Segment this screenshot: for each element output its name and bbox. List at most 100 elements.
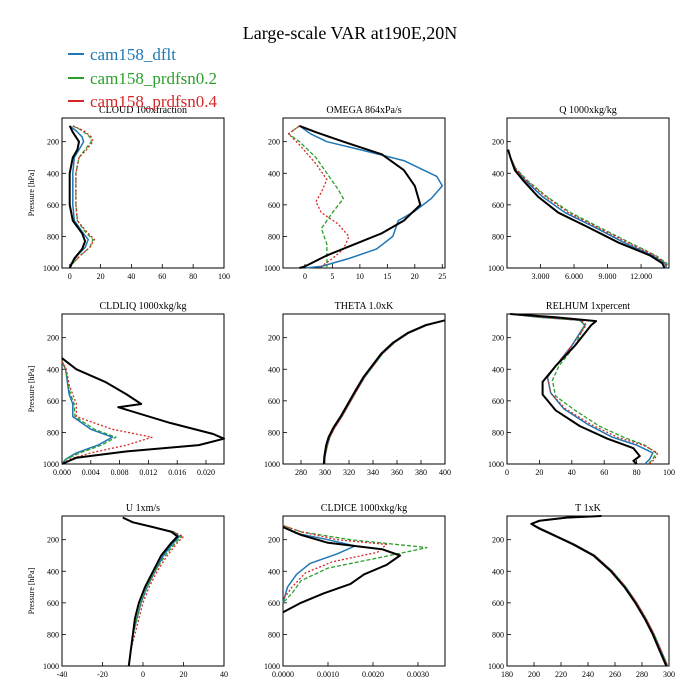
panel-title: U 1xm/s [126, 503, 160, 514]
y-tick-label: 400 [492, 365, 504, 374]
series-line-p02 [287, 125, 345, 268]
y-axis-label: Pressure [hPa] [27, 169, 36, 216]
y-tick-label: 200 [492, 138, 504, 147]
x-tick-label: 0 [141, 670, 145, 679]
x-tick-label: 20 [535, 468, 543, 477]
y-tick-label: 600 [492, 201, 504, 210]
y-tick-label: 400 [268, 365, 280, 374]
panel-title: THETA 1.0xK [335, 301, 394, 312]
x-tick-label: 12.000 [630, 272, 652, 281]
plot-frame [506, 117, 670, 269]
x-tick-label: 80 [633, 468, 641, 477]
series-line-black [68, 125, 87, 269]
x-tick-label: 20 [180, 670, 188, 679]
panel-title: CLDICE 1000xkg/kg [321, 503, 407, 514]
series-line-black [322, 319, 446, 465]
series-line-dflt [282, 526, 356, 604]
series-line-p04 [507, 149, 668, 269]
y-tick-label: 800 [47, 630, 59, 639]
x-tick-label: 220 [555, 670, 567, 679]
x-tick-label: 0.016 [168, 468, 186, 477]
chart-panel: U 1xm/s 200 400 600 800 1000-40 -20 0 20 40 Pressu… [27, 503, 228, 679]
x-tick-label: 240 [582, 670, 594, 679]
y-tick-label: 400 [47, 169, 59, 178]
y-tick-label: 400 [268, 169, 280, 178]
series-line-black [61, 357, 225, 465]
figure-title: Large-scale VAR at190E,20N [243, 23, 457, 43]
series-line-black [530, 515, 668, 667]
series-line-p04 [61, 361, 153, 465]
y-tick-label: 200 [492, 334, 504, 343]
x-tick-label: 0 [505, 468, 509, 477]
x-tick-label: 5 [330, 272, 334, 281]
series-line-black [122, 516, 179, 667]
x-tick-label: 20 [97, 272, 105, 281]
x-tick-label: 6.000 [565, 272, 583, 281]
x-tick-label: 260 [609, 670, 621, 679]
x-tick-label: 380 [415, 468, 427, 477]
panel-title: RELHUM 1xpercent [546, 301, 630, 312]
x-tick-label: -20 [97, 670, 108, 679]
series-line-black [507, 149, 666, 269]
series-line-p04 [122, 517, 185, 667]
y-tick-label: 1000 [264, 264, 280, 273]
y-tick-label: 1000 [488, 460, 504, 469]
plot-frame [282, 313, 446, 465]
y-tick-label: 800 [492, 232, 504, 241]
x-tick-label: 40 [568, 468, 576, 477]
y-tick-label: 1000 [264, 460, 280, 469]
y-tick-label: 400 [268, 567, 280, 576]
x-tick-label: 400 [439, 468, 451, 477]
y-tick-label: 800 [47, 428, 59, 437]
y-tick-label: 200 [47, 138, 59, 147]
x-tick-label: 40 [127, 272, 135, 281]
y-tick-label: 200 [268, 138, 280, 147]
x-tick-label: 60 [158, 272, 166, 281]
x-tick-label: 0.020 [197, 468, 215, 477]
series-line-p02 [69, 125, 94, 269]
series-line-p04 [510, 313, 659, 465]
series-line-dflt [323, 319, 446, 465]
panel-title: T 1xK [575, 503, 601, 514]
series-line-p02 [282, 524, 428, 604]
x-tick-label: 0.0000 [272, 670, 294, 679]
x-tick-label: 100 [663, 468, 675, 477]
x-tick-label: 0.0030 [407, 670, 429, 679]
series-line-dflt [68, 125, 89, 269]
legend-label-prdfsn04: cam158_prdfsn0.4 [90, 92, 218, 111]
chart-panel: CLOUD 100xfraction 200 400 600 800 1000 0 20 40 6… [27, 105, 230, 281]
series-line-p02 [323, 319, 446, 465]
series-line-black [510, 313, 641, 465]
series-line-p04 [287, 125, 350, 268]
x-tick-label: 180 [501, 670, 513, 679]
y-tick-label: 600 [268, 599, 280, 608]
x-tick-label: 340 [367, 468, 379, 477]
y-tick-label: 400 [47, 567, 59, 576]
y-tick-label: 800 [268, 630, 280, 639]
y-tick-label: 200 [268, 334, 280, 343]
x-tick-label: 0.012 [139, 468, 157, 477]
panel-title: CLOUD 100xfraction [99, 105, 187, 116]
y-tick-label: 400 [492, 169, 504, 178]
series-line-p04 [530, 515, 669, 667]
x-tick-label: 280 [295, 468, 307, 477]
legend-label-prdfsn02: cam158_prdfsn0.2 [90, 69, 217, 88]
x-tick-label: 20 [411, 272, 419, 281]
y-axis-label: Pressure [hPa] [27, 365, 36, 412]
y-tick-label: 1000 [43, 460, 59, 469]
x-tick-label: 320 [343, 468, 355, 477]
y-tick-label: 800 [268, 428, 280, 437]
y-tick-label: 200 [47, 536, 59, 545]
y-tick-label: 800 [268, 232, 280, 241]
series-line-dflt [299, 125, 444, 269]
plot-frame [282, 515, 446, 667]
y-tick-label: 1000 [488, 662, 504, 671]
x-tick-label: 40 [220, 670, 228, 679]
chart-panel: OMEGA 864xPa/s 200 400 600 800 1000 0 5 10 15 20 25 [264, 105, 446, 281]
series-line-dflt [61, 361, 114, 465]
chart-panel: Q 1000xkg/kg 200 400 600 800 1000 3.000 6.000 9.… [488, 105, 670, 281]
